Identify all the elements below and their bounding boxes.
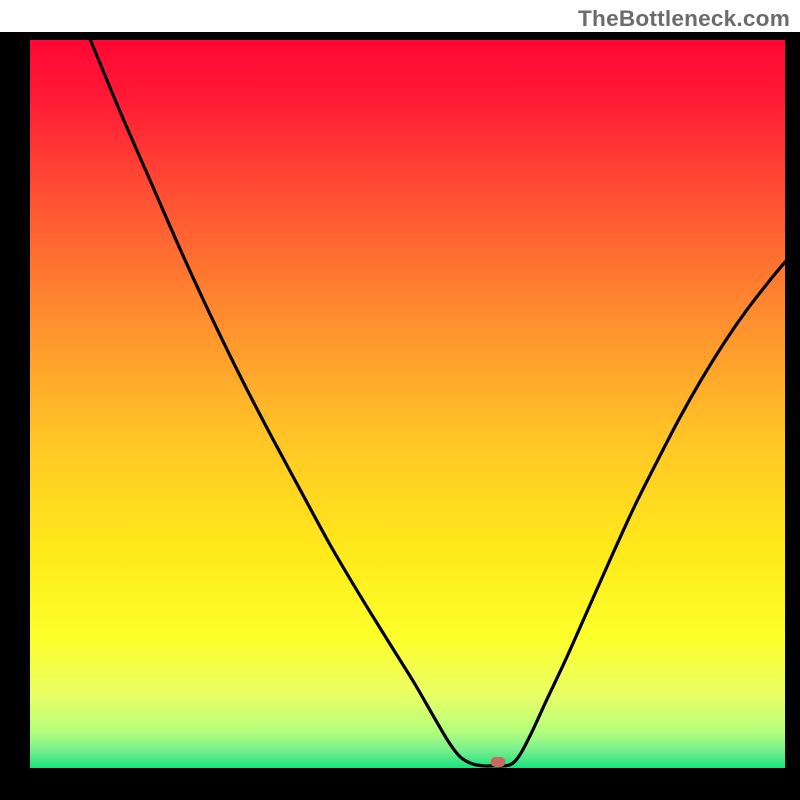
bottleneck-curve [30, 40, 785, 768]
optimum-marker [491, 757, 506, 767]
watermark-label: TheBottleneck.com [578, 6, 790, 32]
plot-area [30, 40, 785, 768]
curve-path [90, 40, 785, 766]
chart-root: TheBottleneck.com [0, 0, 800, 800]
